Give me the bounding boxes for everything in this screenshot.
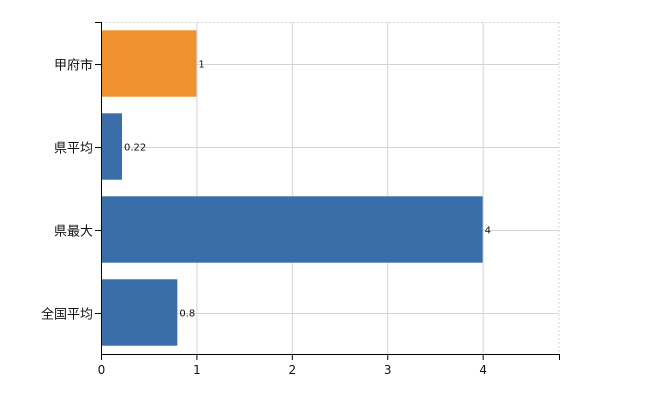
- x-tick-label: 4: [479, 363, 487, 377]
- bar: [101, 113, 122, 180]
- bar: [101, 196, 483, 263]
- x-tick-label: 1: [193, 363, 201, 377]
- x-tick-label: 3: [384, 363, 392, 377]
- bar: [101, 30, 197, 97]
- x-tick-label: 0: [98, 363, 106, 377]
- x-tick-label: 2: [289, 363, 297, 377]
- data-label: 0.22: [124, 143, 146, 154]
- category-label: 全国平均: [41, 307, 93, 323]
- bar: [101, 279, 178, 346]
- data-label: 1: [198, 60, 204, 71]
- category-label: 県平均: [54, 142, 93, 157]
- data-label: 4: [485, 226, 491, 237]
- category-label: 甲府市: [54, 58, 93, 74]
- data-label: 0.8: [179, 309, 195, 320]
- category-label: 県最大: [54, 225, 93, 240]
